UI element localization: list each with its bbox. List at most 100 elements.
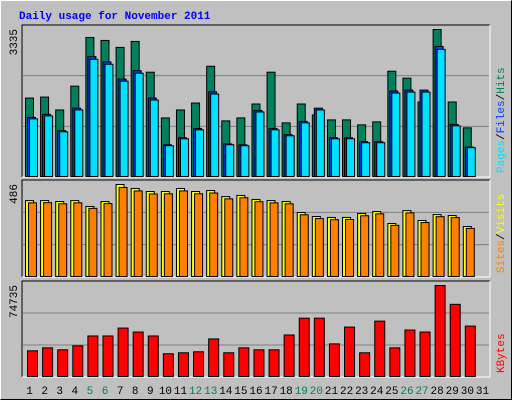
x-tick-label: 9 bbox=[147, 386, 154, 398]
bar bbox=[255, 111, 265, 177]
bar bbox=[102, 335, 114, 377]
bar bbox=[419, 331, 431, 378]
x-tick-label: 20 bbox=[310, 386, 323, 398]
bar bbox=[464, 325, 476, 378]
x-tick-label: 4 bbox=[72, 386, 79, 398]
legend-label: Sites bbox=[496, 240, 508, 273]
x-tick-label: 7 bbox=[117, 386, 124, 398]
bar bbox=[389, 347, 401, 378]
x-tick-label: 8 bbox=[132, 386, 139, 398]
bar bbox=[195, 129, 205, 178]
bar bbox=[179, 138, 189, 178]
legend-separator: / bbox=[496, 133, 508, 140]
bar bbox=[345, 219, 355, 277]
x-tick-label: 28 bbox=[431, 386, 444, 398]
bar bbox=[239, 197, 249, 277]
bar bbox=[58, 203, 68, 277]
legend-label: Pages bbox=[496, 140, 508, 173]
bar bbox=[451, 125, 461, 177]
bar bbox=[57, 349, 69, 378]
x-tick-label: 23 bbox=[355, 386, 368, 398]
y-tick-label: 3335 bbox=[9, 29, 21, 55]
panel-bevel-dark bbox=[21, 280, 490, 377]
bar bbox=[28, 202, 37, 277]
legend-separator: / bbox=[496, 94, 508, 101]
bar bbox=[73, 202, 83, 277]
x-tick-label: 29 bbox=[446, 386, 459, 398]
bar bbox=[163, 193, 173, 278]
bar bbox=[421, 91, 431, 177]
bar bbox=[405, 212, 415, 278]
legend: Pages/Files/Hits bbox=[496, 67, 508, 173]
bar bbox=[59, 131, 69, 177]
bar bbox=[314, 218, 324, 278]
x-tick-label: 15 bbox=[234, 386, 247, 398]
bar bbox=[210, 93, 220, 177]
bar bbox=[298, 317, 310, 377]
bar bbox=[29, 118, 38, 177]
bar bbox=[193, 351, 205, 377]
x-tick-label: 19 bbox=[295, 386, 308, 398]
bar bbox=[435, 216, 445, 278]
x-tick-label: 24 bbox=[370, 386, 384, 398]
y-tick-label: 486 bbox=[9, 184, 21, 204]
bar bbox=[391, 92, 401, 177]
bar bbox=[224, 198, 234, 277]
x-tick-label: 22 bbox=[340, 386, 353, 398]
bar bbox=[328, 343, 340, 377]
bar bbox=[376, 142, 386, 177]
bar bbox=[315, 109, 325, 177]
legend-label: Files bbox=[496, 100, 508, 133]
x-tick-label: 1 bbox=[26, 386, 33, 398]
bar bbox=[254, 201, 264, 277]
bar bbox=[225, 144, 235, 177]
bar bbox=[104, 63, 114, 177]
bar bbox=[390, 224, 400, 277]
x-tick-label: 27 bbox=[415, 386, 428, 398]
bar bbox=[240, 145, 250, 177]
bar bbox=[44, 115, 54, 177]
bar bbox=[329, 219, 339, 277]
bar bbox=[118, 187, 128, 277]
bar bbox=[194, 193, 204, 278]
bar bbox=[268, 349, 280, 378]
panel-bevel-dark bbox=[21, 179, 490, 277]
bar bbox=[89, 58, 99, 178]
bar bbox=[134, 72, 144, 177]
bar bbox=[344, 326, 356, 378]
x-tick-label: 31 bbox=[476, 386, 490, 398]
bar bbox=[270, 129, 280, 178]
x-tick-label: 10 bbox=[159, 386, 172, 398]
x-tick-label: 12 bbox=[189, 386, 202, 398]
bar bbox=[285, 135, 295, 177]
bar bbox=[450, 217, 460, 278]
legend: Sites/Visits bbox=[496, 194, 508, 273]
legend: KBytes bbox=[496, 333, 508, 373]
bar bbox=[269, 202, 279, 277]
bar bbox=[299, 214, 309, 278]
chart-title: Daily usage for November 2011 bbox=[19, 11, 211, 23]
legend-label: Visits bbox=[496, 194, 508, 234]
bar bbox=[132, 331, 144, 378]
bar bbox=[27, 350, 38, 377]
x-tick-label: 2 bbox=[41, 386, 48, 398]
bar bbox=[88, 207, 98, 277]
x-tick-label: 16 bbox=[249, 386, 262, 398]
x-tick-label: 14 bbox=[219, 386, 233, 398]
bar bbox=[406, 91, 416, 177]
x-tick-label: 17 bbox=[264, 386, 277, 398]
bar bbox=[149, 99, 159, 177]
x-tick-label: 13 bbox=[204, 386, 217, 398]
x-tick-label: 11 bbox=[174, 386, 188, 398]
bar bbox=[178, 190, 188, 278]
panel-bevel-dark bbox=[21, 24, 490, 177]
bar bbox=[147, 335, 159, 377]
bar bbox=[164, 145, 174, 177]
bar bbox=[133, 190, 143, 278]
x-tick-label: 5 bbox=[87, 386, 94, 398]
bar bbox=[360, 215, 370, 278]
x-tick-label: 30 bbox=[461, 386, 474, 398]
bar bbox=[253, 349, 265, 378]
